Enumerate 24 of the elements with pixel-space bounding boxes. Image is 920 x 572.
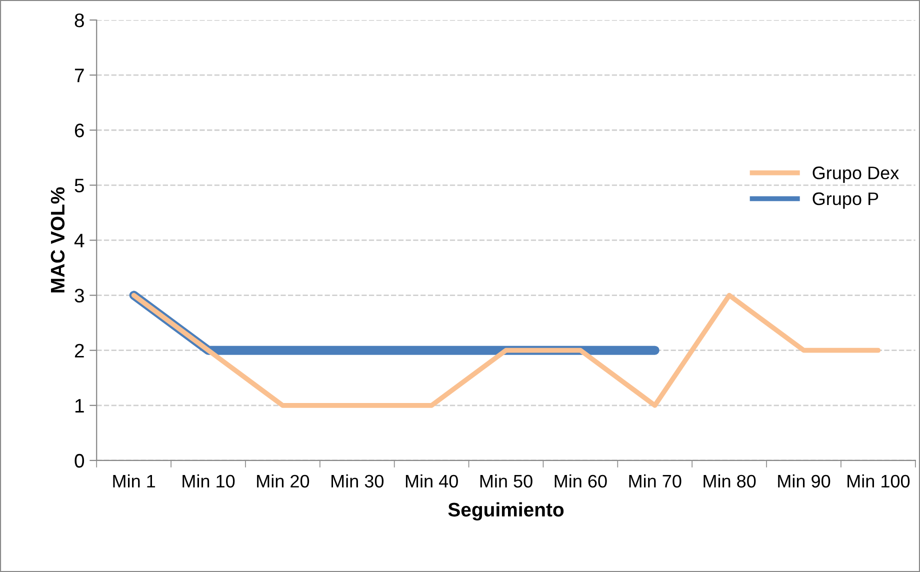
x-axis-title: Seguimiento: [448, 502, 564, 520]
x-tick-label: Min 90: [778, 474, 830, 488]
y-tick-label: 0: [74, 454, 84, 468]
x-tick-label: Min 40: [406, 474, 458, 488]
legend-label: Grupo Dex: [812, 166, 899, 183]
x-tick-label: Min 80: [704, 474, 756, 488]
x-tick-label: Min 70: [629, 474, 682, 488]
y-tick-label: 2: [74, 344, 84, 358]
x-tick-label: Min 100: [848, 474, 910, 488]
x-tick-label: Min 10: [182, 474, 235, 488]
y-tick-label: 7: [74, 68, 84, 82]
y-tick-label: 5: [74, 178, 84, 192]
y-tick-label: 1: [75, 399, 84, 412]
x-tick-label: Min 60: [554, 474, 607, 488]
legend-label: Grupo P: [812, 192, 878, 209]
y-tick-label: 8: [74, 13, 84, 28]
x-tick-label: Min 1: [113, 474, 156, 488]
y-tick-label: 6: [74, 124, 84, 138]
x-tick-label: Min 30: [332, 474, 384, 488]
x-tick-label: Min 50: [480, 474, 532, 488]
x-tick-label: Min 20: [257, 474, 310, 488]
y-tick-label: 3: [74, 288, 84, 303]
y-tick-label: 4: [74, 234, 84, 248]
y-axis-title: MAC VOL%: [50, 187, 65, 292]
